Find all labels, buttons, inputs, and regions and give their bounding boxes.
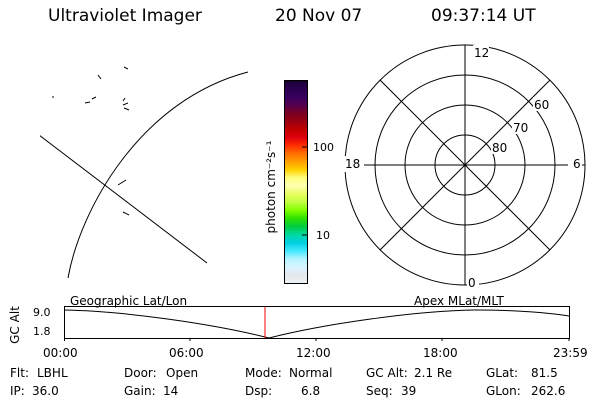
glat-label: GLat:: [486, 366, 519, 380]
glon-value: 262.6: [531, 384, 566, 398]
colorbar-tick-10: 10: [316, 229, 330, 242]
polar-label-0: 0: [468, 276, 476, 290]
timeline-ymin: 1.8: [33, 325, 51, 338]
colorbar: [284, 80, 308, 284]
observation-time: 09:37:14 UT: [431, 6, 536, 26]
gcalt-label: GC Alt:: [366, 366, 408, 380]
polar-label-70: 70: [513, 121, 528, 135]
polar-label-60: 60: [534, 98, 549, 112]
gain-value: 14: [163, 384, 179, 398]
earth-limb-arc: [67, 71, 249, 279]
flt-label: Flt:: [10, 366, 29, 380]
seq-value: 39: [401, 384, 417, 398]
ip-value: 36.0: [32, 384, 59, 398]
timeline-tick-2: 12:00: [296, 346, 331, 360]
timeline-ymax: 9.0: [33, 306, 51, 319]
timeline-tick-3: 18:00: [423, 346, 458, 360]
polar-label-12: 12: [474, 46, 489, 60]
timeline-tick-4: 23:59: [553, 346, 588, 360]
dsp-label: Dsp:: [245, 384, 273, 398]
mode-value: Normal: [289, 366, 333, 380]
instrument-title: Ultraviolet Imager: [48, 6, 202, 26]
mode-label: Mode:: [245, 366, 282, 380]
altitude-curve: [64, 309, 570, 339]
polar-grid: 12 6 18 0 60 70 80: [344, 44, 586, 290]
timeline-left-caption: Geographic Lat/Lon: [70, 294, 188, 308]
mlt-line-diag-2: [379, 79, 551, 251]
geographic-map: [40, 66, 249, 279]
seq-label: Seq:: [366, 384, 393, 398]
flt-value: LBHL: [37, 366, 68, 380]
colorbar-tick-100: 100: [313, 141, 334, 154]
colorbar-gradient: [285, 81, 307, 283]
timeline-right-caption: Apex MLat/MLT: [414, 294, 504, 308]
polar-label-80: 80: [492, 141, 507, 155]
ip-label: IP:: [10, 384, 25, 398]
polar-label-18: 18: [345, 157, 360, 171]
timeline-tick-1: 06:00: [169, 346, 204, 360]
observation-date: 20 Nov 07: [275, 6, 363, 26]
gain-label: Gain:: [124, 384, 156, 398]
orbit-timeline: [64, 306, 570, 341]
polar-label-6: 6: [573, 157, 581, 171]
dsp-value: 6.8: [301, 384, 321, 398]
colorbar-unit-label: photon cm⁻²s⁻¹: [264, 140, 278, 234]
coastline-fragments: [52, 66, 130, 216]
door-label: Door:: [124, 366, 157, 380]
timeline-tick-0: 00:00: [43, 346, 78, 360]
glat-value: 81.5: [531, 366, 558, 380]
colorbar-ticks: [302, 146, 308, 236]
meridian-line: [40, 135, 208, 264]
door-value: Open: [166, 366, 199, 380]
gcalt-value: 2.1 Re: [414, 366, 453, 380]
glon-label: GLon:: [486, 384, 521, 398]
timeline-axis-title: GC Alt: [8, 306, 22, 344]
